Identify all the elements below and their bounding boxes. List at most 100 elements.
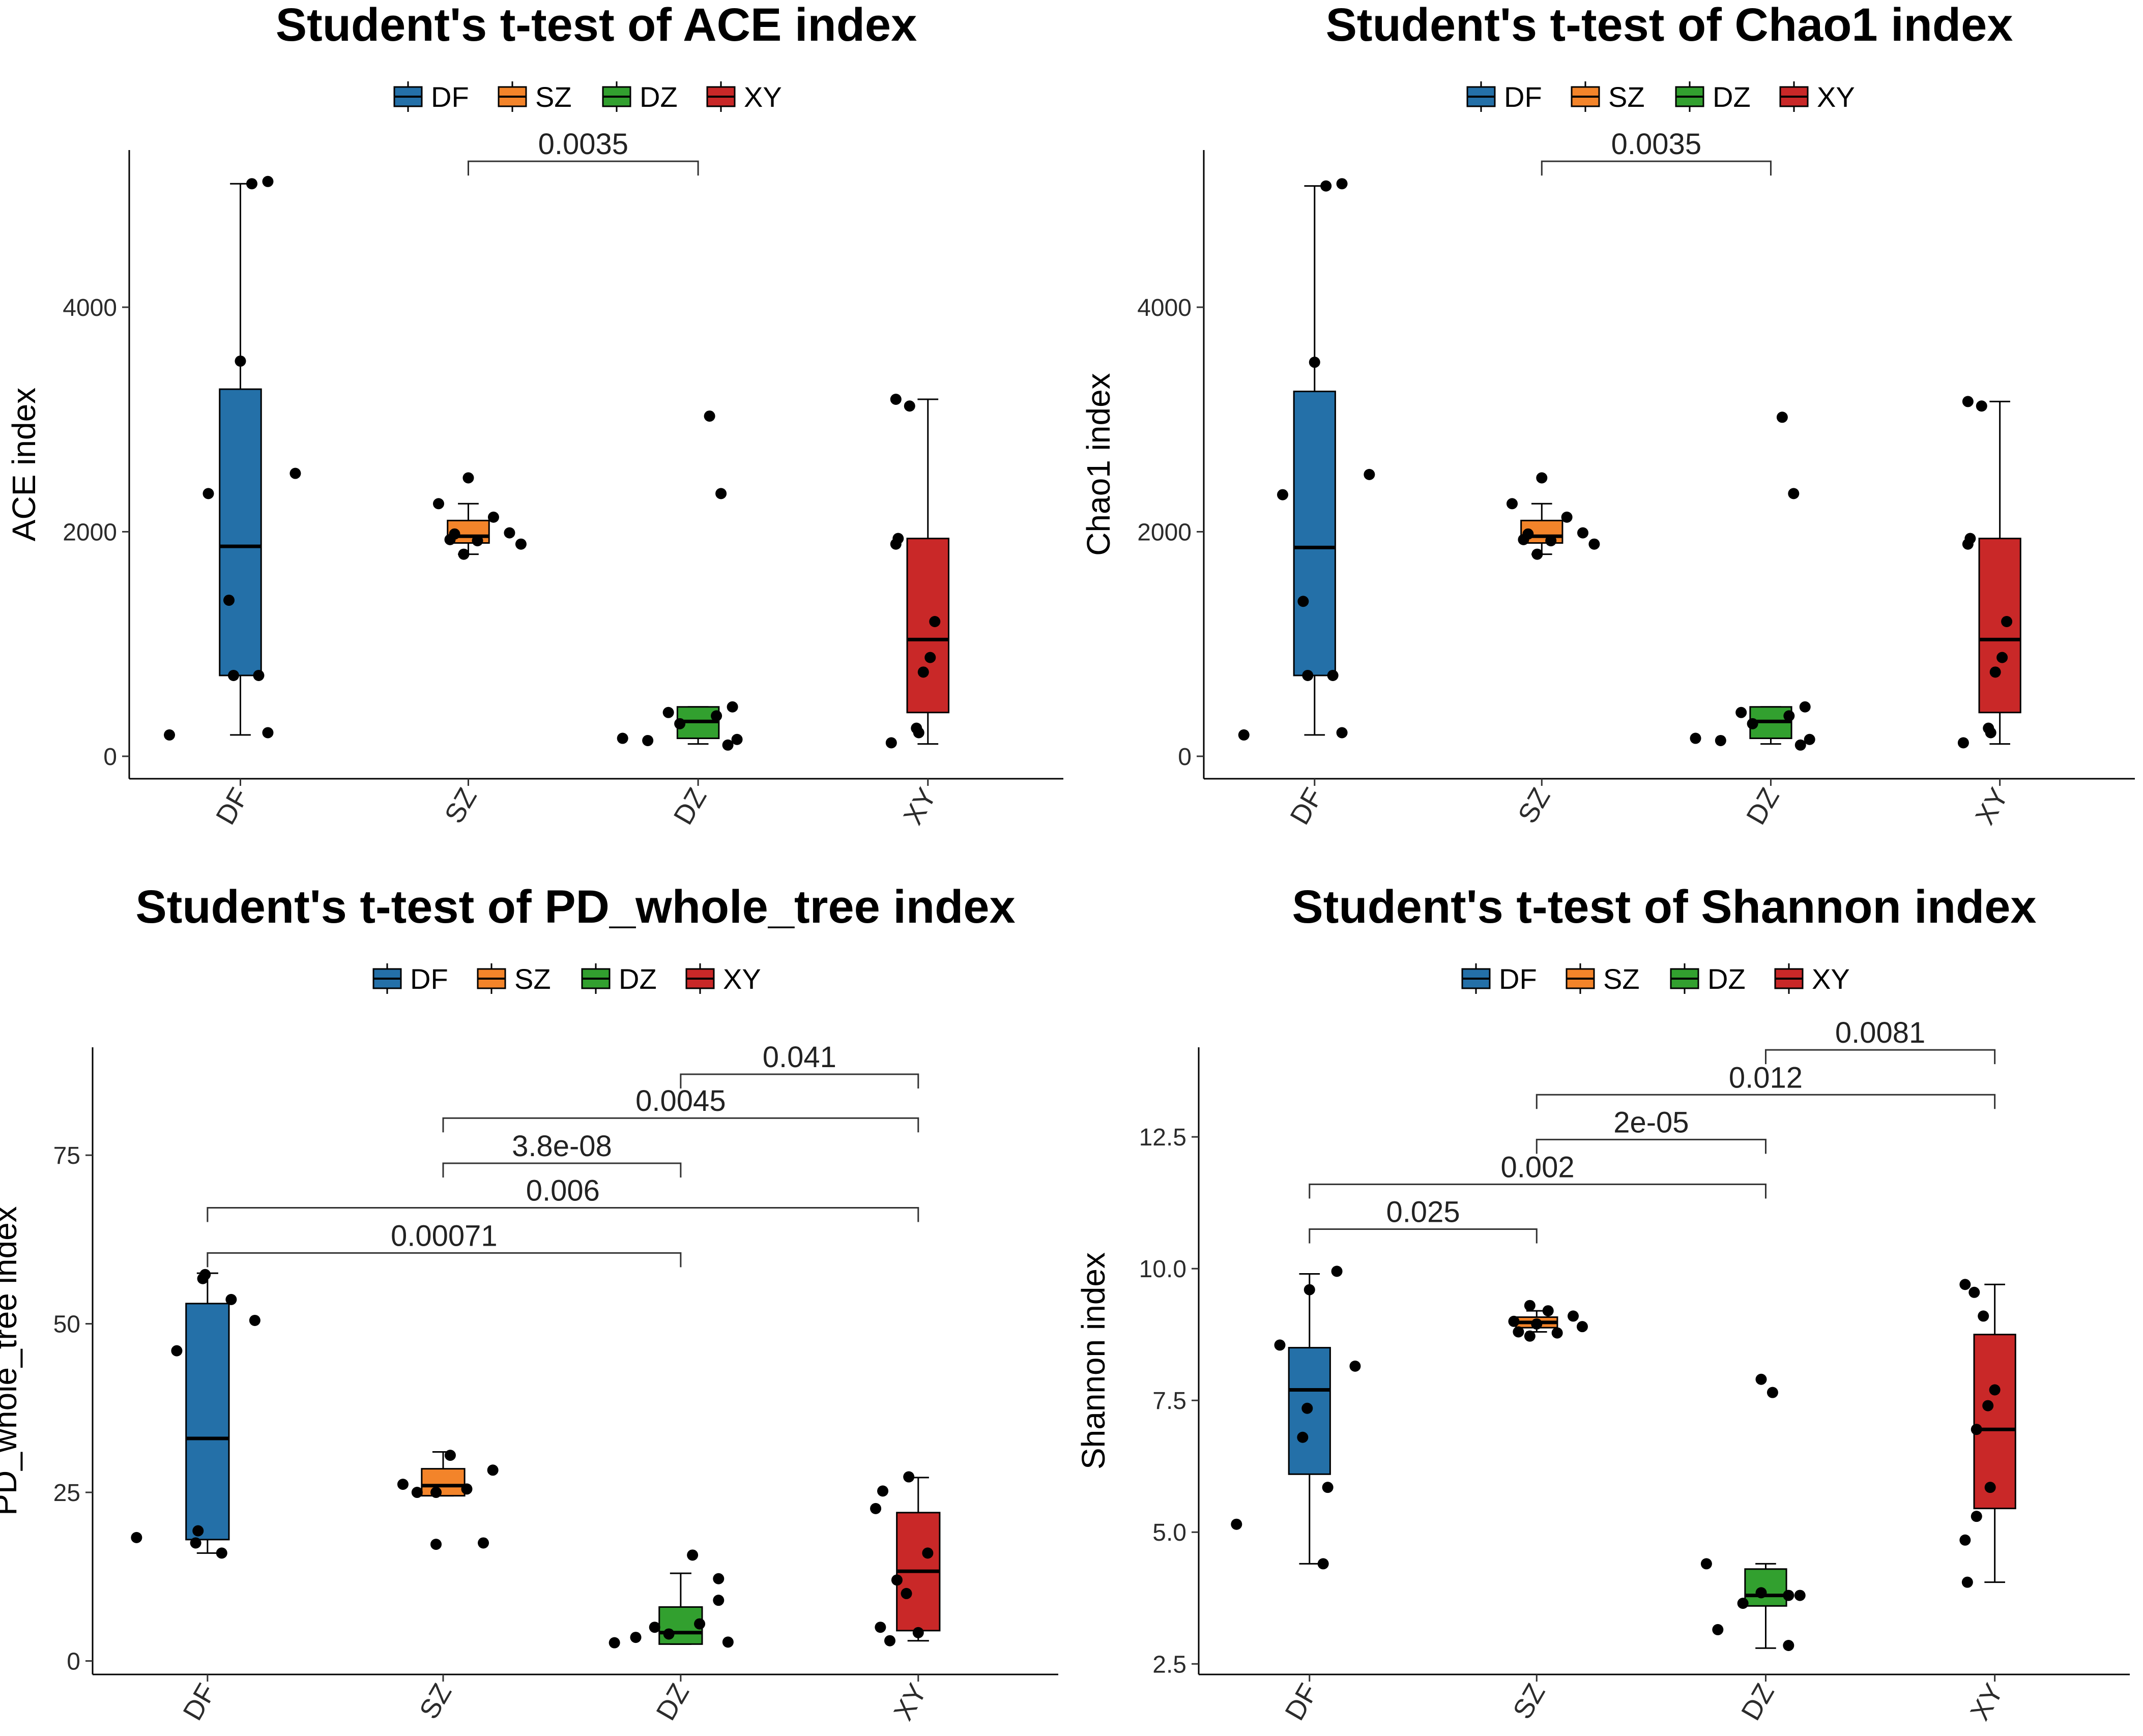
legend-label: DZ: [1713, 81, 1751, 113]
p-value-label: 3.8e-08: [512, 1130, 612, 1163]
chart-title: Student's t-test of Shannon index: [1292, 881, 2036, 933]
comparison-bracket: [207, 1252, 682, 1268]
data-point-dz: [731, 733, 743, 745]
y-tick-label: 12.5: [1139, 1124, 1186, 1151]
legend-item-sz: SZ: [1571, 81, 1645, 113]
legend-label: SZ: [514, 963, 551, 995]
data-point-dz: [1737, 1598, 1749, 1609]
data-point-xy: [1962, 538, 1974, 550]
x-tick-label-dz: DZ: [650, 1679, 695, 1725]
data-point-dz: [1788, 488, 1800, 499]
data-point-df: [1349, 1360, 1361, 1372]
data-point-dz: [663, 1628, 675, 1640]
data-point-sz: [1531, 548, 1543, 560]
data-point-df: [1331, 1266, 1343, 1277]
legend-item-dz: DZ: [581, 963, 657, 995]
legend-label: DZ: [1707, 963, 1746, 995]
data-point-df: [227, 669, 239, 681]
p-value-label: 0.006: [526, 1174, 600, 1208]
box-body: [1973, 1334, 2016, 1510]
y-axis-title: Shannon index: [1075, 1252, 1112, 1469]
data-point-df: [1297, 1431, 1309, 1443]
comparison-bracket: [680, 1073, 919, 1089]
data-point-df: [171, 1345, 183, 1357]
data-point-dz: [1715, 734, 1726, 746]
legend-label: DZ: [640, 81, 678, 113]
y-tick-label: 0: [67, 1648, 80, 1675]
data-point-df: [289, 467, 301, 479]
data-point-sz: [1545, 535, 1557, 547]
data-point-dz: [662, 707, 674, 718]
x-tick-label-xy: XY: [897, 783, 942, 830]
data-point-df: [1277, 489, 1289, 501]
legend-item-df: DF: [1461, 963, 1537, 995]
comparison-bracket: [1309, 1228, 1538, 1244]
data-point-sz: [462, 472, 474, 484]
y-tick-label: 0: [103, 744, 117, 771]
legend-item-dz: DZ: [1670, 963, 1746, 995]
x-tick-label-dz: DZ: [1735, 1679, 1780, 1725]
data-point-dz: [1776, 411, 1788, 423]
legend-item-dz: DZ: [602, 81, 678, 113]
p-value-label: 0.0045: [635, 1084, 726, 1117]
p-value-label: 0.00071: [391, 1219, 498, 1252]
box-df: [185, 1272, 230, 1554]
legend-label: DF: [1504, 81, 1542, 113]
comparison-bracket: [1309, 1183, 1766, 1199]
data-point-sz: [1588, 538, 1600, 550]
data-point-dz: [1747, 718, 1758, 729]
data-point-xy: [1989, 1384, 2001, 1396]
data-point-xy: [917, 666, 929, 678]
x-tick-label-dz: DZ: [668, 783, 713, 830]
box-body: [1744, 1568, 1787, 1607]
legend-label: SZ: [1608, 81, 1645, 113]
data-point-sz: [397, 1479, 409, 1490]
p-value-label: 2e-05: [1613, 1106, 1689, 1139]
data-point-sz: [1542, 1305, 1554, 1317]
comparison-sz-dz: 0.0035: [1541, 128, 1772, 176]
x-tick-label-sz: SZ: [414, 1679, 457, 1724]
data-point-sz: [430, 1487, 442, 1498]
data-point-dz: [1783, 1590, 1794, 1601]
data-point-df: [225, 1293, 237, 1305]
data-point-sz: [1518, 534, 1529, 545]
data-point-xy: [904, 400, 915, 412]
data-point-df: [1231, 1518, 1242, 1530]
data-point-sz: [1508, 1315, 1520, 1327]
data-point-sz: [461, 1483, 473, 1495]
data-point-dz: [694, 1618, 706, 1630]
data-point-xy: [1957, 737, 1969, 749]
data-point-dz: [1783, 710, 1795, 722]
data-point-df: [1364, 468, 1375, 480]
legend-label: XY: [723, 963, 761, 995]
data-point-dz: [1804, 733, 1815, 745]
comparison-bracket: [207, 1207, 919, 1222]
y-tick-label: 75: [53, 1142, 80, 1169]
data-point-xy: [2001, 616, 2013, 627]
data-point-dz: [642, 734, 654, 746]
data-point-xy: [877, 1485, 889, 1497]
data-point-dz: [713, 1573, 725, 1584]
data-point-dz: [722, 739, 734, 751]
data-point-sz: [487, 511, 499, 523]
data-point-sz: [1513, 1326, 1524, 1338]
data-point-dz: [1712, 1624, 1724, 1635]
x-tick-label-df: DF: [1279, 1679, 1324, 1725]
comparison-bracket: [442, 1117, 919, 1133]
data-point-dz: [617, 732, 628, 744]
legend-item-df: DF: [372, 963, 448, 995]
data-point-sz: [411, 1487, 423, 1498]
data-point-dz: [727, 701, 738, 713]
legend-label: DF: [1499, 963, 1537, 995]
data-point-sz: [1531, 1318, 1543, 1330]
box-xy: [1978, 400, 2021, 745]
data-point-sz: [1524, 1300, 1536, 1311]
data-point-xy: [1971, 1424, 1982, 1435]
chao1-chart: Student's t-test of Chao1 index DF SZ DZ XY 0…: [1080, 0, 2135, 830]
p-value-label: 0.012: [1729, 1061, 1803, 1094]
data-point-dz: [1700, 1558, 1712, 1570]
data-point-xy: [1984, 1482, 1996, 1493]
data-point-df: [262, 175, 274, 187]
data-point-sz: [487, 1464, 499, 1476]
pd-whole-tree-chart: Student's t-test of PD_whole_tree index D…: [0, 881, 1058, 1725]
